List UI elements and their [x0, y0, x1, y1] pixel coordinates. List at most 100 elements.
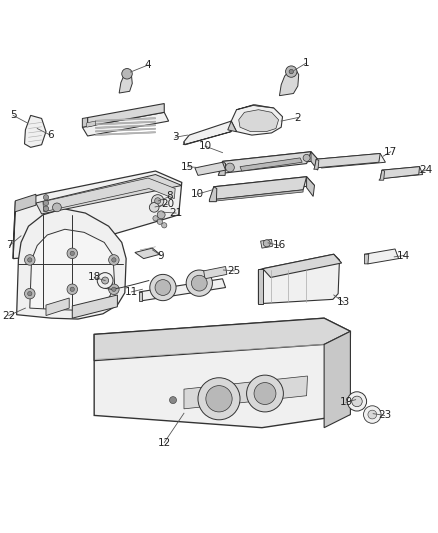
Circle shape — [153, 216, 158, 221]
Polygon shape — [184, 376, 307, 409]
Polygon shape — [324, 332, 350, 427]
Polygon shape — [307, 177, 314, 197]
Polygon shape — [311, 152, 319, 170]
Text: 7: 7 — [6, 240, 13, 251]
Text: 2: 2 — [294, 112, 301, 123]
Polygon shape — [46, 298, 69, 316]
Text: 14: 14 — [397, 251, 410, 261]
Circle shape — [263, 240, 270, 247]
Polygon shape — [364, 254, 369, 264]
Text: 4: 4 — [145, 60, 152, 70]
Polygon shape — [382, 167, 423, 178]
Circle shape — [226, 163, 234, 172]
Text: 3: 3 — [172, 132, 179, 142]
Circle shape — [352, 396, 362, 407]
Circle shape — [157, 211, 165, 219]
Circle shape — [53, 203, 61, 212]
Text: 8: 8 — [166, 191, 173, 201]
Text: 22: 22 — [2, 311, 15, 320]
Text: 15: 15 — [181, 161, 194, 172]
Circle shape — [43, 206, 49, 211]
Polygon shape — [135, 248, 160, 259]
Polygon shape — [210, 177, 307, 200]
Polygon shape — [95, 132, 155, 135]
Circle shape — [67, 284, 78, 295]
Circle shape — [122, 69, 132, 79]
Polygon shape — [119, 73, 132, 93]
Polygon shape — [95, 121, 155, 125]
Circle shape — [43, 200, 49, 206]
Polygon shape — [95, 118, 155, 122]
Circle shape — [364, 406, 381, 423]
Text: 20: 20 — [161, 199, 174, 209]
Circle shape — [303, 155, 310, 161]
Polygon shape — [239, 110, 279, 132]
Polygon shape — [82, 118, 88, 127]
Circle shape — [97, 273, 113, 288]
Circle shape — [198, 378, 240, 420]
Polygon shape — [88, 103, 164, 126]
Circle shape — [28, 258, 32, 262]
Polygon shape — [139, 292, 142, 301]
Polygon shape — [94, 318, 350, 361]
Text: 13: 13 — [337, 297, 350, 308]
Polygon shape — [237, 104, 274, 110]
Polygon shape — [263, 254, 342, 278]
Circle shape — [149, 203, 159, 212]
Circle shape — [289, 69, 293, 74]
Circle shape — [162, 223, 167, 228]
Text: 18: 18 — [88, 272, 101, 282]
Text: 5: 5 — [10, 110, 17, 120]
Polygon shape — [95, 128, 155, 132]
Polygon shape — [261, 239, 272, 248]
Text: 25: 25 — [228, 266, 241, 276]
Polygon shape — [183, 132, 231, 145]
Text: 24: 24 — [419, 165, 432, 175]
Polygon shape — [279, 69, 299, 96]
Circle shape — [112, 287, 116, 292]
Circle shape — [155, 198, 161, 204]
Circle shape — [206, 386, 232, 412]
Circle shape — [152, 195, 164, 207]
Polygon shape — [223, 152, 319, 170]
Circle shape — [155, 280, 171, 295]
Polygon shape — [195, 162, 226, 175]
Polygon shape — [209, 187, 217, 201]
Polygon shape — [82, 112, 169, 136]
Polygon shape — [258, 254, 339, 304]
Circle shape — [43, 195, 49, 200]
Polygon shape — [184, 121, 231, 145]
Text: 17: 17 — [384, 147, 397, 157]
Polygon shape — [43, 178, 175, 212]
Polygon shape — [314, 154, 380, 168]
Circle shape — [67, 248, 78, 259]
Polygon shape — [258, 269, 263, 304]
Circle shape — [28, 292, 32, 296]
Text: 19: 19 — [339, 397, 353, 407]
Circle shape — [102, 277, 109, 284]
Polygon shape — [209, 190, 303, 201]
Polygon shape — [204, 266, 227, 279]
Polygon shape — [214, 177, 314, 196]
Polygon shape — [219, 152, 311, 174]
Circle shape — [150, 274, 176, 301]
Circle shape — [191, 275, 207, 291]
Polygon shape — [72, 295, 117, 318]
Text: 16: 16 — [273, 240, 286, 251]
Circle shape — [286, 66, 297, 77]
Polygon shape — [240, 158, 302, 171]
Circle shape — [112, 258, 116, 262]
Circle shape — [109, 255, 119, 265]
Polygon shape — [95, 125, 155, 128]
Circle shape — [109, 284, 119, 295]
Text: 9: 9 — [158, 251, 165, 261]
Text: 10: 10 — [191, 189, 204, 199]
Polygon shape — [36, 174, 182, 214]
Polygon shape — [380, 167, 420, 179]
Polygon shape — [139, 279, 226, 301]
Polygon shape — [228, 121, 237, 132]
Polygon shape — [94, 318, 350, 427]
Circle shape — [347, 392, 367, 411]
Circle shape — [157, 219, 162, 224]
Polygon shape — [87, 121, 95, 127]
